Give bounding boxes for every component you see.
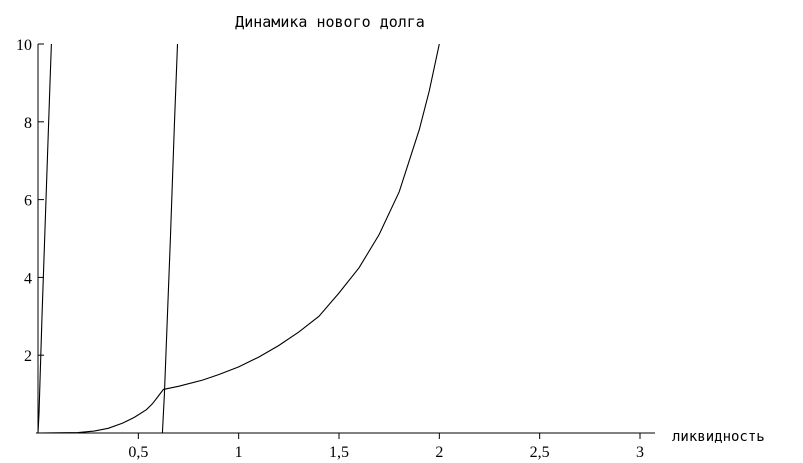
chart-title: Динамика нового долга xyxy=(235,13,425,31)
y-tick-label: 4 xyxy=(24,270,32,287)
x-tick-label: 2,5 xyxy=(530,444,550,461)
y-tick-label: 2 xyxy=(24,348,32,365)
x-tick-label: 0,5 xyxy=(128,444,148,461)
x-tick-label: 2 xyxy=(435,444,443,461)
series-line-3 xyxy=(37,43,440,434)
axis-ticks: 0,5 1 1,5 2 2,5 3 2 4 6 8 10 xyxy=(16,37,644,461)
y-tick-label: 8 xyxy=(24,115,32,132)
y-tick-label: 10 xyxy=(16,37,32,54)
x-tick-label: 3 xyxy=(636,444,644,461)
x-axis-label: ликвидность xyxy=(672,429,765,445)
x-tick-label: 1 xyxy=(235,444,243,461)
series-line-1 xyxy=(37,43,52,434)
x-tick-label: 1,5 xyxy=(329,444,349,461)
series-group xyxy=(37,43,440,434)
series-line-2 xyxy=(161,43,179,434)
y-tick-label: 6 xyxy=(24,193,32,210)
